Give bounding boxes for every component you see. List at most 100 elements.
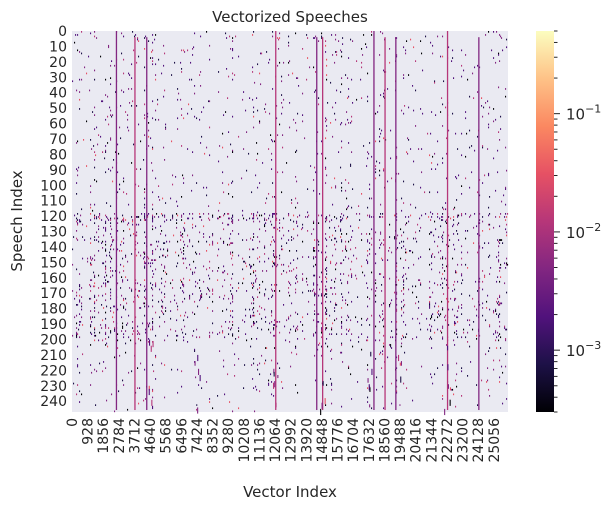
x-axis-ticks: 0 928 1856 2784 3712 4640 5568 6496 7424 8352 9280… — [65, 418, 503, 463]
heatmap-cell — [252, 284, 254, 286]
heatmap-cell — [195, 225, 197, 228]
heatmap-cell — [209, 277, 211, 280]
heatmap-cell — [434, 373, 436, 376]
heatmap-cell — [123, 336, 125, 339]
heatmap-cell — [89, 297, 91, 300]
heatmap-cell — [304, 338, 306, 340]
heatmap-cell — [493, 108, 495, 110]
heatmap-cell — [499, 294, 501, 297]
heatmap-cell — [105, 285, 107, 288]
heatmap-cell — [152, 328, 154, 331]
heatmap-cell — [94, 307, 96, 309]
heatmap-cell — [152, 216, 154, 218]
heatmap-cell — [268, 217, 270, 220]
heatmap-cell — [192, 217, 194, 220]
heatmap-cell — [479, 222, 481, 224]
heatmap-cell — [232, 273, 234, 275]
heatmap-cell — [251, 282, 253, 285]
heatmap-cell — [232, 296, 234, 298]
heatmap-cell — [479, 277, 481, 280]
heatmap-cell — [504, 282, 506, 285]
heatmap-cell — [242, 214, 244, 217]
heatmap-cell — [442, 206, 444, 209]
heatmap-cell — [254, 410, 256, 413]
heatmap-cell — [253, 362, 255, 365]
heatmap-cell — [371, 197, 373, 200]
heatmap-cell — [272, 140, 274, 143]
heatmap-cell — [504, 262, 506, 265]
heatmap-cell — [94, 179, 96, 181]
heatmap-cell — [479, 66, 481, 69]
heatmap-cell — [110, 205, 112, 207]
heatmap-cell — [255, 274, 257, 277]
heatmap-cell — [484, 174, 486, 177]
heatmap-cell — [326, 174, 328, 177]
heatmap-cell — [321, 140, 323, 143]
colorbar-tick-label: 10−1 — [566, 103, 601, 124]
heatmap-cell — [259, 287, 261, 289]
heatmap-cell — [345, 256, 347, 258]
heatmap-cell — [362, 54, 364, 56]
heatmap-cell — [500, 239, 502, 241]
heatmap-cell — [331, 382, 333, 385]
heatmap-cell — [495, 118, 497, 121]
heatmap-cell — [371, 368, 373, 375]
heatmap-cell — [413, 263, 415, 266]
heatmap-cell — [144, 103, 146, 106]
heatmap-cell — [481, 379, 483, 382]
heatmap-cell — [235, 35, 237, 38]
heatmap-cell — [131, 288, 133, 291]
heatmap-cell — [479, 219, 481, 221]
heatmap-cell — [418, 257, 420, 260]
heatmap-cell — [348, 316, 350, 319]
heatmap-cell — [89, 89, 91, 92]
heatmap-cell — [340, 351, 342, 354]
heatmap-cell — [283, 98, 285, 101]
heatmap-cell — [431, 325, 433, 328]
heatmap-cell — [439, 314, 441, 317]
heatmap-cell — [396, 291, 398, 294]
heatmap-cell — [488, 172, 490, 175]
heatmap-cell — [98, 339, 100, 342]
heatmap-cell — [321, 294, 323, 297]
heatmap-cell — [461, 154, 463, 157]
heatmap-cell — [164, 321, 166, 323]
heatmap-cell — [335, 237, 337, 240]
heatmap-cell — [139, 387, 141, 389]
heatmap-cell — [314, 291, 316, 294]
heatmap-cell — [286, 271, 288, 274]
heatmap-cell — [326, 270, 328, 272]
heatmap-cell — [381, 257, 383, 260]
y-tick-label: 90 — [49, 163, 67, 179]
heatmap-cell — [383, 302, 385, 305]
heatmap-cell — [256, 214, 258, 217]
heatmap-column — [373, 31, 375, 410]
heatmap-cell — [336, 89, 338, 92]
heatmap-cell — [453, 339, 455, 342]
heatmap-cell — [457, 321, 459, 323]
x-tick-label: 11136 — [252, 418, 268, 463]
heatmap-cell — [144, 251, 146, 254]
heatmap-cell — [110, 291, 112, 294]
heatmap-cell — [461, 251, 463, 254]
heatmap-cell — [105, 214, 107, 217]
heatmap-cell — [244, 321, 246, 323]
heatmap-cell — [358, 336, 360, 339]
colorbar — [536, 31, 554, 412]
heatmap-cell — [149, 322, 151, 325]
heatmap-cell — [242, 282, 244, 285]
heatmap-cell — [166, 219, 168, 221]
heatmap-cell — [107, 280, 109, 283]
heatmap-cell — [282, 226, 284, 229]
heatmap-cell — [325, 285, 327, 288]
heatmap-cell — [220, 237, 222, 240]
heatmap-cell — [144, 302, 146, 305]
heatmap-cell — [81, 316, 83, 319]
heatmap-cell — [403, 202, 405, 204]
y-axis-ticks: 0102030405060708090100110120130140150160… — [40, 24, 67, 410]
heatmap-cell — [148, 325, 150, 328]
heatmap-cell — [488, 223, 490, 226]
heatmap-cell — [329, 333, 331, 335]
heatmap-cell — [103, 234, 105, 237]
heatmap-cell — [452, 49, 454, 52]
